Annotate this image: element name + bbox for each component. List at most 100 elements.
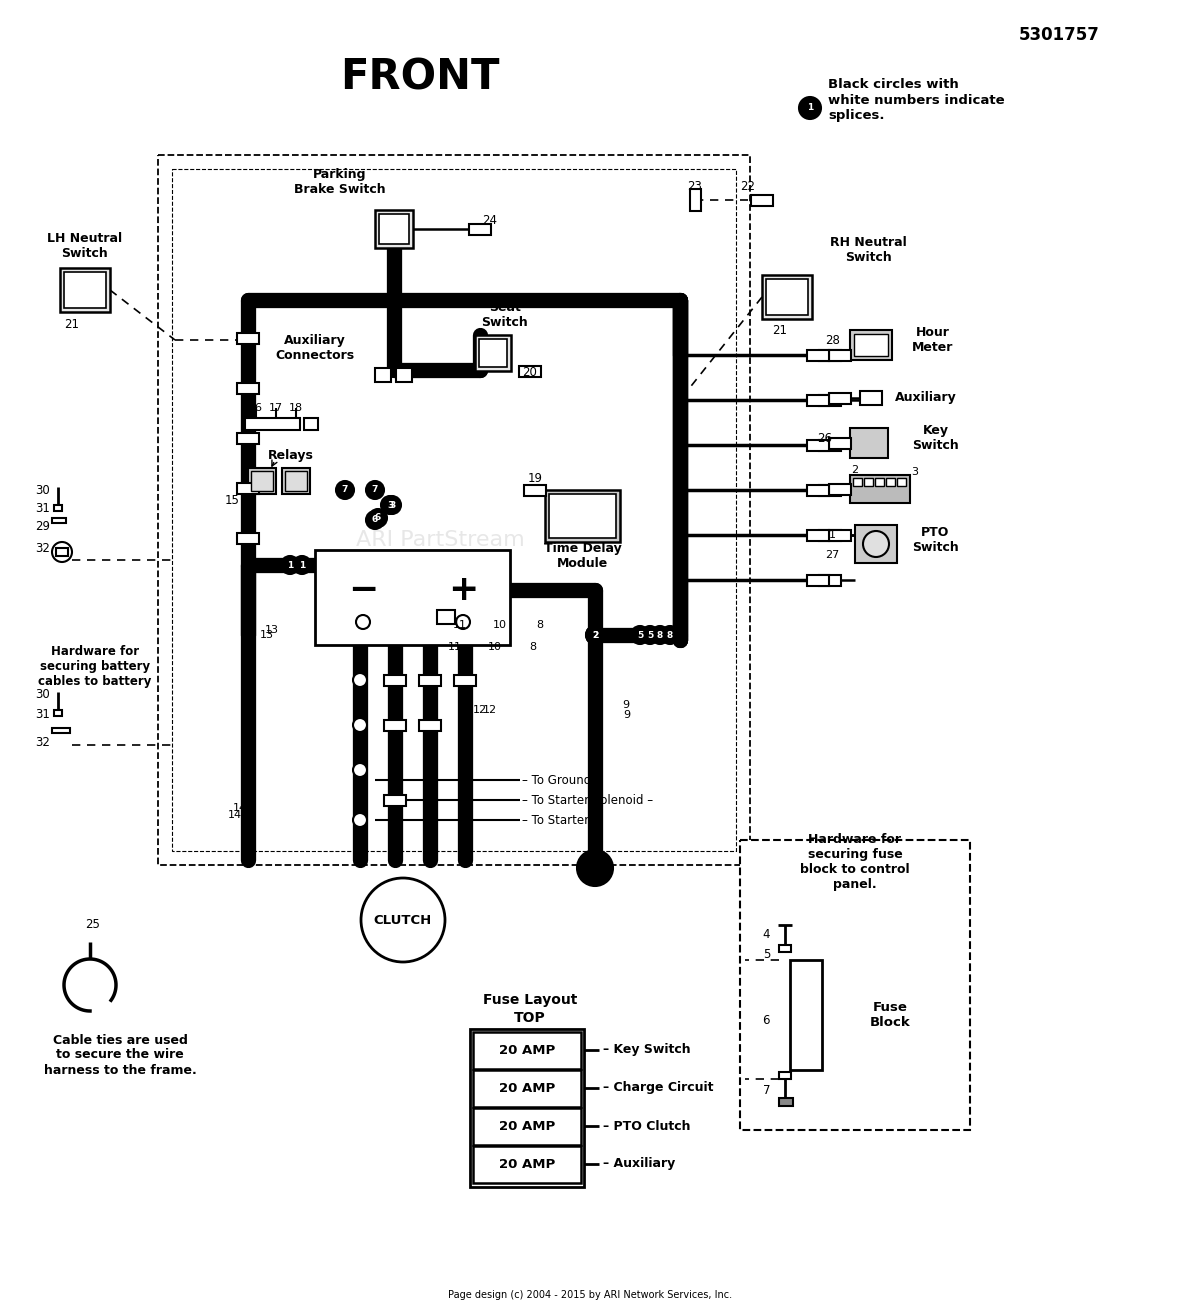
Circle shape [369,509,387,527]
Bar [473,1108,581,1144]
Bar [54,505,63,511]
Bar [779,945,791,953]
Bar [807,350,830,360]
Bar [384,720,406,731]
Circle shape [52,541,72,562]
Text: 3: 3 [911,466,918,477]
Bar [52,518,66,523]
Bar [519,365,540,377]
Circle shape [353,813,367,827]
Bar [819,394,841,406]
Text: 5: 5 [637,631,643,640]
Text: −: − [348,573,378,607]
Text: 7: 7 [342,485,348,494]
Circle shape [641,625,658,644]
Circle shape [361,878,445,962]
Bar [384,795,406,805]
Text: Hardware for
securing battery
cables to battery: Hardware for securing battery cables to … [38,645,152,689]
Circle shape [353,673,367,687]
Text: Black circles with
white numbers indicate
splices.: Black circles with white numbers indicat… [828,79,1004,121]
Bar [473,1146,581,1183]
Text: 20 AMP: 20 AMP [499,1120,555,1133]
Text: FRONT: FRONT [340,57,500,99]
Bar [897,478,906,486]
Bar [549,494,616,537]
Text: 1: 1 [828,530,835,540]
Circle shape [356,615,371,629]
Text: 13: 13 [260,629,274,640]
Circle shape [353,763,367,777]
Bar [807,485,830,495]
Bar [245,418,300,430]
Text: 3: 3 [387,501,393,510]
Bar [860,392,881,405]
Bar [158,155,750,865]
Bar [762,275,812,319]
Text: – PTO Clutch: – PTO Clutch [603,1120,690,1133]
Bar [876,478,884,486]
Text: 14: 14 [232,803,247,813]
Text: 8: 8 [537,620,544,629]
Text: 20 AMP: 20 AMP [499,1081,555,1095]
Text: Auxiliary
Connectors: Auxiliary Connectors [275,334,354,361]
Text: 24: 24 [483,213,498,226]
Text: – Charge Circuit: – Charge Circuit [603,1081,714,1095]
Bar [237,332,258,343]
Text: Seat
Switch: Seat Switch [481,301,529,328]
Bar [237,432,258,444]
Text: Key
Switch: Key Switch [912,424,958,452]
Bar [740,840,970,1130]
Text: Auxiliary: Auxiliary [894,392,957,405]
Bar [172,170,736,851]
Circle shape [281,556,299,574]
Text: 32: 32 [35,736,50,749]
Text: 19: 19 [527,472,543,485]
Text: Fuse
Block: Fuse Block [870,1001,911,1029]
Bar [55,548,68,556]
Bar [479,339,507,367]
Text: 30: 30 [35,484,50,497]
Bar [237,382,258,393]
Bar [856,526,897,562]
Text: PTO
Switch: PTO Switch [912,526,958,555]
Text: 6: 6 [372,515,378,524]
Bar [819,530,841,540]
Text: – To Ground –: – To Ground – [522,774,601,787]
Text: – To Starter –: – To Starter – [522,813,598,827]
Text: 20: 20 [523,367,537,380]
Bar [454,674,476,686]
Text: 10: 10 [489,643,502,652]
Text: 6: 6 [762,1013,771,1026]
Text: 20 AMP: 20 AMP [499,1158,555,1171]
Circle shape [651,625,669,644]
Text: 31: 31 [35,708,50,721]
Text: 25: 25 [86,917,100,930]
Text: 12: 12 [473,706,487,715]
Bar [524,485,546,495]
Bar [237,482,258,494]
Text: 10: 10 [493,620,507,629]
Text: 20 AMP: 20 AMP [499,1043,555,1056]
Bar [282,468,310,494]
Circle shape [293,556,312,574]
Text: 8: 8 [530,643,537,652]
Bar [384,674,406,686]
Text: Hour
Meter: Hour Meter [912,326,953,353]
Text: 32: 32 [35,541,50,555]
Text: +: + [448,573,478,607]
Bar [807,439,830,451]
Bar [850,330,892,360]
Circle shape [455,615,470,629]
Text: Cable ties are used
to secure the wire
harness to the frame.: Cable ties are used to secure the wire h… [44,1034,196,1076]
Text: 7: 7 [762,1084,771,1096]
Text: TOP: TOP [514,1010,546,1025]
Bar [248,468,276,494]
Bar [689,189,701,212]
Bar [473,1031,581,1070]
Bar [468,223,491,234]
Text: 5: 5 [647,631,653,640]
Circle shape [661,625,678,644]
Text: 18: 18 [289,403,303,413]
Text: CLUTCH: CLUTCH [374,913,432,926]
Text: 1: 1 [287,561,293,569]
